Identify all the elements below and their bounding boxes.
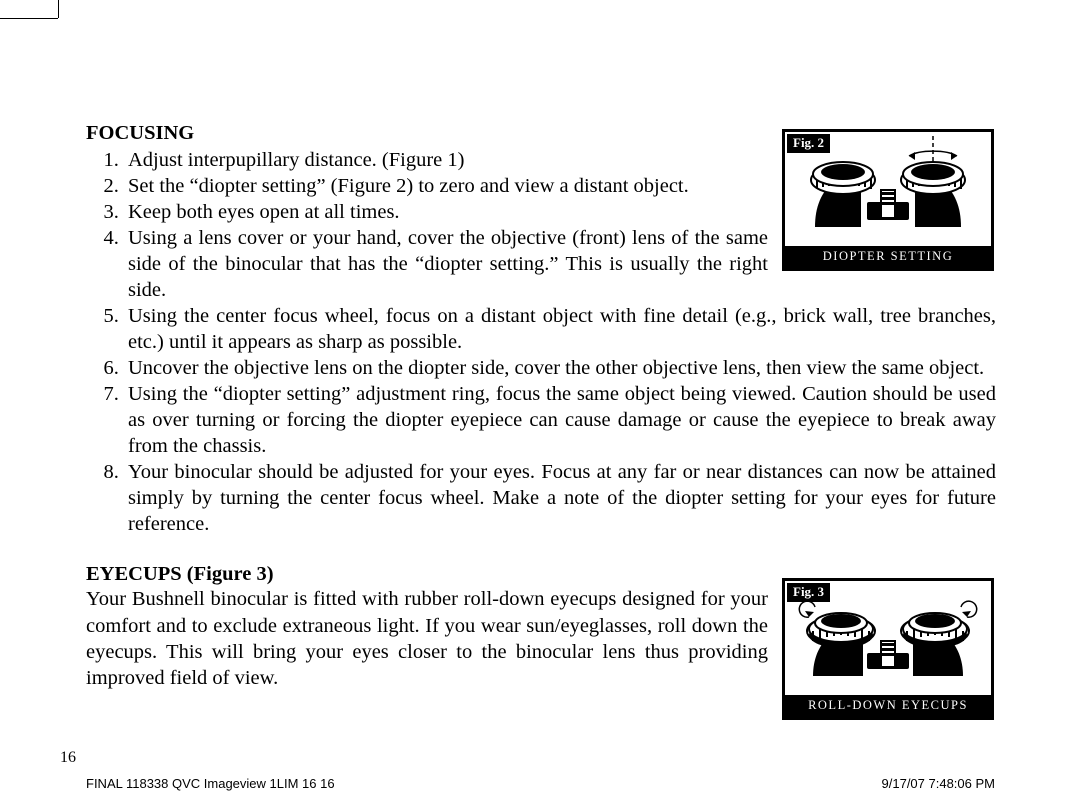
- figure-3-caption: ROLL-DOWN EYECUPS: [785, 695, 991, 717]
- figure-2: Fig. 2 DIOPTER SETTING: [782, 129, 994, 271]
- footer-left: FINAL 118338 QVC Imageview 1LIM 16 16: [86, 776, 335, 791]
- crop-mark-horizontal: [0, 18, 58, 19]
- page-content: FOCUSING Adjust interpupillary distance.…: [86, 122, 996, 691]
- print-footer: FINAL 118338 QVC Imageview 1LIM 16 16 9/…: [86, 776, 995, 791]
- figure-3: Fig. 3 ROLL-DOWN EYECUPS: [782, 578, 994, 720]
- crop-mark-vertical: [58, 0, 59, 18]
- footer-right: 9/17/07 7:48:06 PM: [882, 776, 995, 791]
- figure-2-label: Fig. 2: [787, 134, 830, 153]
- focusing-step-5: Using the center focus wheel, focus on a…: [124, 303, 996, 355]
- figure-2-caption: DIOPTER SETTING: [785, 246, 991, 268]
- focusing-step-8: Your binocular should be adjusted for yo…: [124, 459, 996, 537]
- page-number: 16: [60, 749, 76, 767]
- figure-3-label: Fig. 3: [787, 583, 830, 602]
- focusing-step-6: Uncover the objective lens on the diopte…: [124, 355, 996, 381]
- manual-page: FOCUSING Adjust interpupillary distance.…: [0, 0, 1080, 811]
- focusing-step-7: Using the “diopter setting” adjustment r…: [124, 381, 996, 459]
